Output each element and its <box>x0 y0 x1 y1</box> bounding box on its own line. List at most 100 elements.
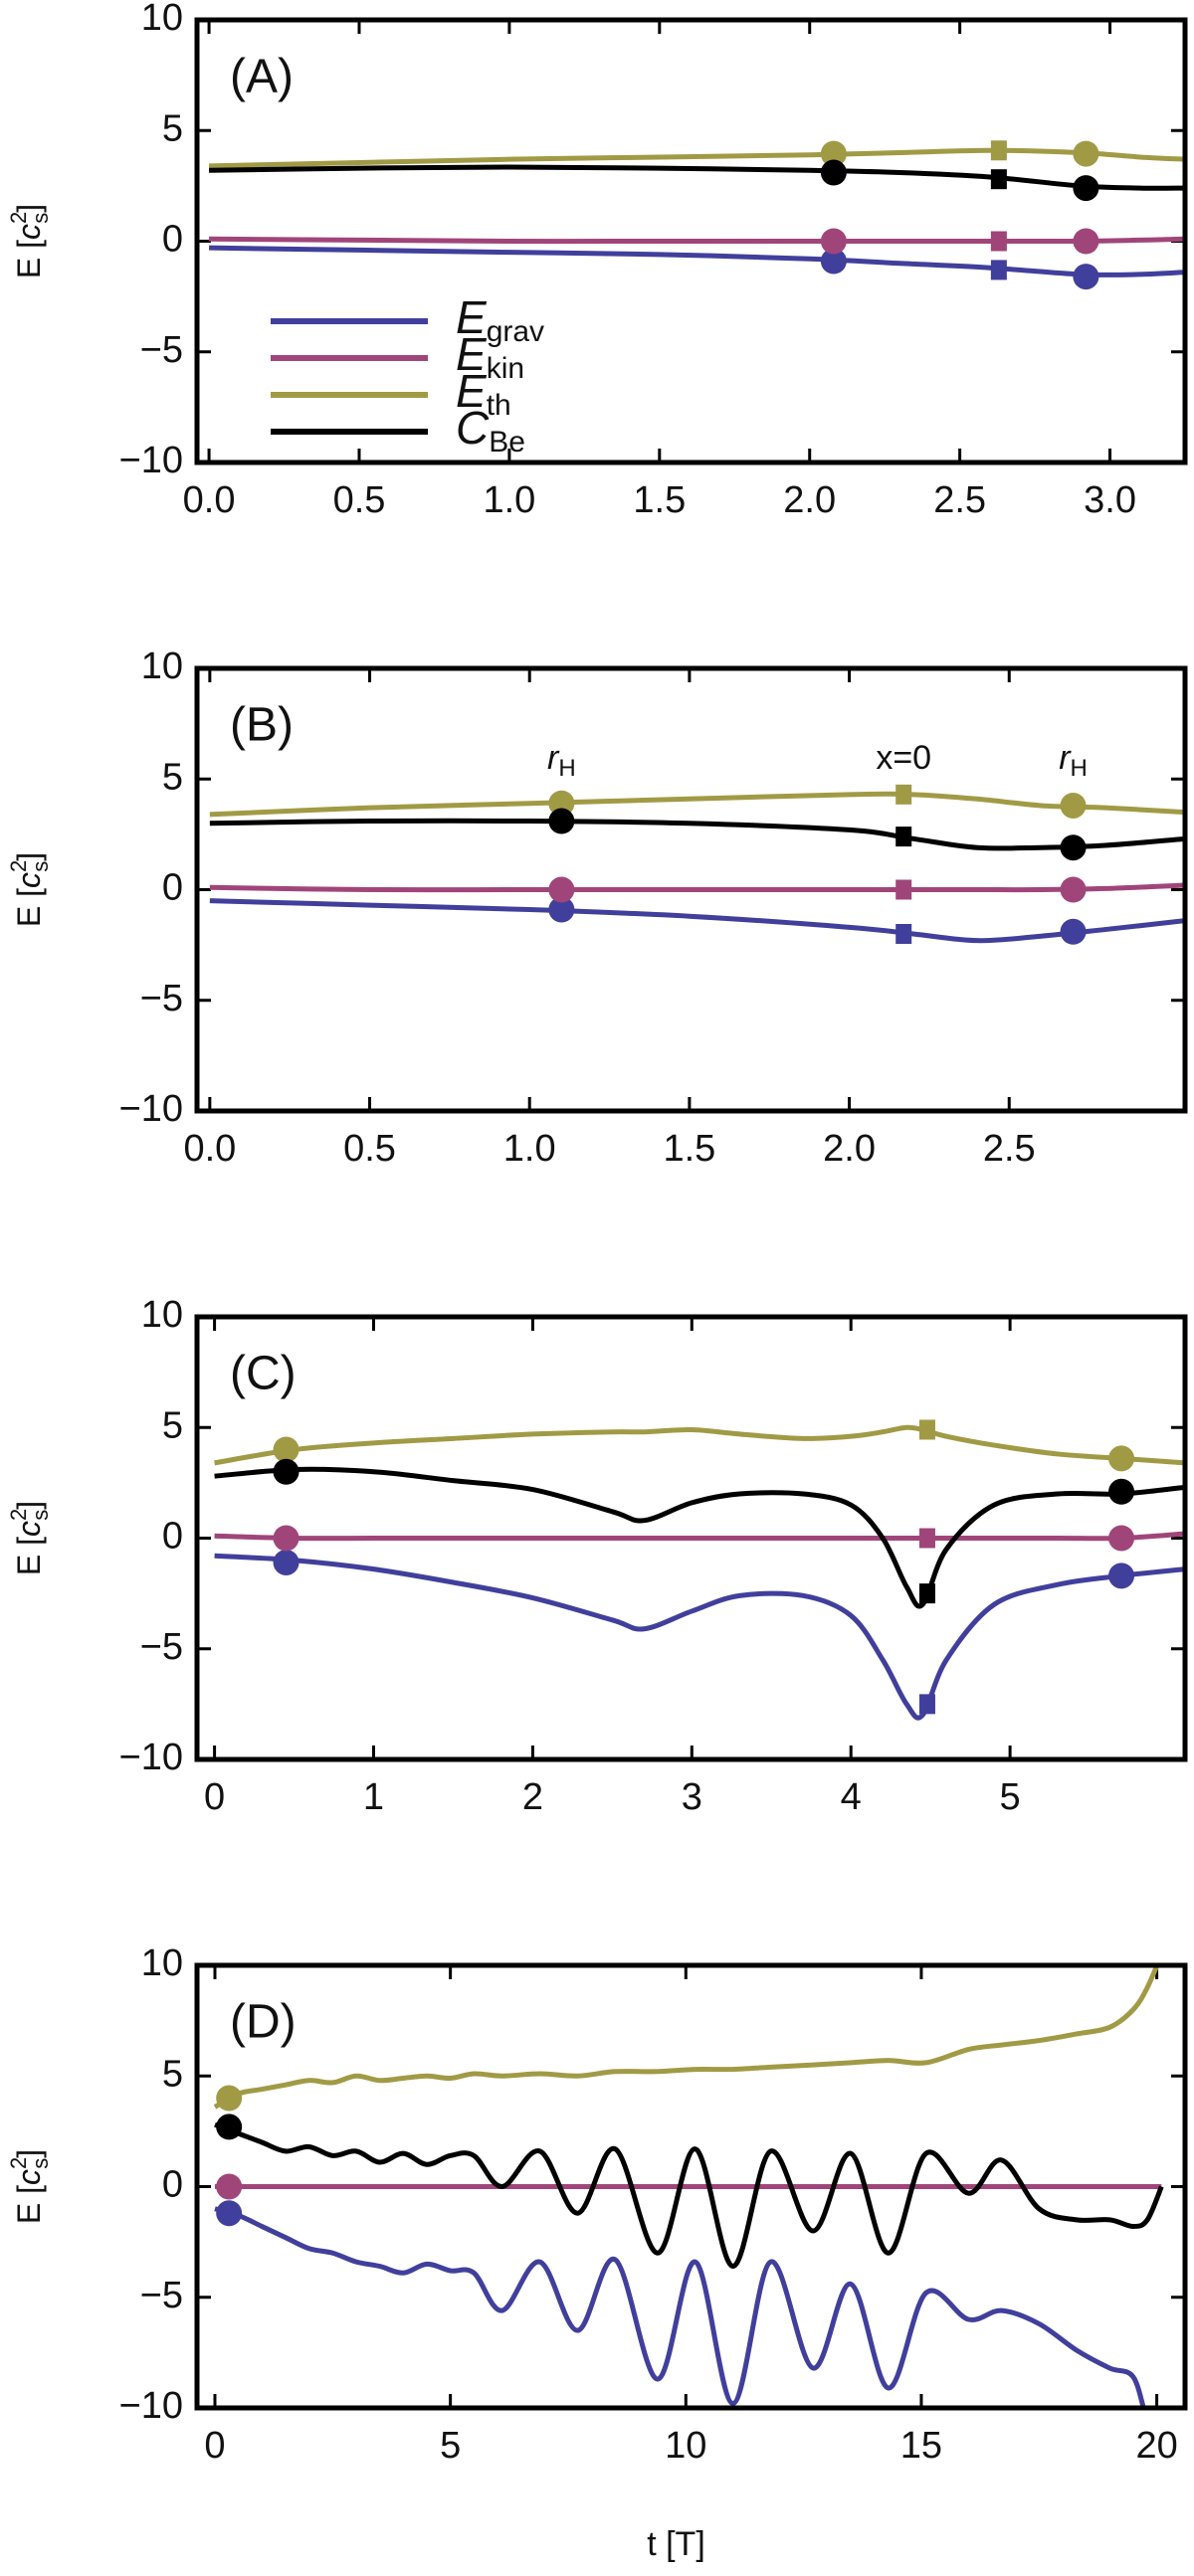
square-marker <box>918 1583 935 1604</box>
legend-entry: Eth <box>456 365 511 422</box>
y-label-part: E [ <box>11 2185 47 2224</box>
y-tick-label: 10 <box>141 0 183 39</box>
y-tick-label: −5 <box>140 978 183 1019</box>
x-tick-label: 1.0 <box>503 1128 556 1170</box>
y-label-part: E [ <box>11 1537 47 1575</box>
y-label-part: c <box>11 2169 47 2185</box>
circle-marker <box>273 1436 299 1463</box>
series-line <box>209 147 1185 169</box>
square-marker <box>896 784 912 805</box>
x-tick-label: 2 <box>522 1776 543 1818</box>
y-label-part: s <box>28 2158 53 2169</box>
series-line <box>214 1424 1185 1466</box>
circle-marker <box>1060 876 1087 903</box>
y-tick-label: 5 <box>162 107 183 149</box>
circle-marker <box>820 248 847 275</box>
y-tick-label: −5 <box>140 2275 183 2316</box>
annotation-sub: H <box>1071 755 1088 782</box>
x-axis-label: t [T] <box>647 2525 705 2563</box>
circle-marker <box>273 1525 299 1552</box>
frame <box>194 1314 1188 1762</box>
x-tick-label: 0.0 <box>183 1128 236 1170</box>
y-tick-label: 5 <box>162 2053 183 2095</box>
x-tick-label: 1.5 <box>663 1128 715 1170</box>
square-marker <box>896 879 912 900</box>
legend-sub: Be <box>489 426 525 459</box>
series-line <box>209 818 1185 851</box>
frame <box>194 665 1188 1114</box>
circle-marker <box>1060 918 1087 945</box>
circle-marker <box>548 808 575 834</box>
series-line <box>213 1965 1160 2110</box>
y-label-part: s <box>28 213 53 224</box>
y-label-part: E [ <box>11 240 47 278</box>
series-line <box>209 791 1185 818</box>
y-tick-label: 0 <box>162 2164 183 2206</box>
circle-marker <box>548 876 575 903</box>
y-label-part: c <box>11 872 47 888</box>
circle-marker <box>216 2200 243 2227</box>
plot-area <box>213 1965 1164 2408</box>
panel-label: (A) <box>230 51 294 103</box>
series-line <box>209 898 1185 944</box>
annotation-text: x=0 <box>876 739 931 777</box>
legend-name: E <box>456 291 488 343</box>
y-tick-label: 5 <box>162 1404 183 1446</box>
panel-label: (D) <box>230 1996 297 2049</box>
circle-marker <box>216 2085 243 2112</box>
circle-marker <box>1073 140 1099 167</box>
legend-sub: th <box>487 389 511 422</box>
circle-marker <box>1108 1563 1135 1589</box>
series-line <box>209 245 1185 277</box>
y-tick-label: 0 <box>162 867 183 909</box>
x-tick-label: 1.0 <box>483 479 535 521</box>
y-tick-label: 0 <box>162 1516 183 1558</box>
circle-marker <box>1060 792 1087 819</box>
y-axis-label: E [c2s] <box>6 2149 53 2224</box>
square-marker <box>918 1694 935 1715</box>
series-line <box>209 236 1185 245</box>
annotation: rH <box>1059 739 1088 782</box>
circle-marker <box>548 896 575 923</box>
legend-sub: grav <box>487 315 544 348</box>
panel: −10 −5 0 5 10 0 5 10 15 20 (D) E [c2s] t [T] <box>6 1942 1188 2563</box>
circle-marker <box>273 1549 299 1575</box>
panel: −10 −5 0 5 10 0.0 0.5 1.0 1.5 2.0 2.5 3.0 (A) E [c2s]… <box>6 0 1188 521</box>
circle-marker <box>1060 834 1087 861</box>
y-label-part: ] <box>11 204 47 213</box>
series-line <box>214 1531 1185 1542</box>
y-tick-label: 10 <box>141 645 183 687</box>
y-label-part: c <box>11 224 47 240</box>
panel-label: (C) <box>230 1348 297 1400</box>
y-axis-label: E [c2s] <box>6 1501 53 1575</box>
series-line <box>214 1466 1185 1609</box>
y-tick-label: 10 <box>141 1942 183 1984</box>
x-tick-label: 10 <box>665 2425 706 2467</box>
annotation-text: r <box>1059 739 1072 777</box>
panel-label: (B) <box>230 699 294 752</box>
y-label-part: ] <box>11 2149 47 2158</box>
x-tick-label: 5 <box>1000 1776 1021 1818</box>
x-tick-label: 2.5 <box>933 479 986 521</box>
x-tick-label: 1 <box>363 1776 384 1818</box>
circle-marker <box>1073 264 1099 290</box>
y-tick-label: 0 <box>162 219 183 261</box>
y-tick-label: −10 <box>119 440 183 481</box>
plot-area <box>214 1424 1185 1721</box>
square-marker <box>990 140 1007 161</box>
series-line <box>214 1553 1185 1721</box>
series-line <box>209 882 1185 893</box>
y-axis-label: E [c2s] <box>6 204 53 278</box>
annotation-text: r <box>547 739 560 777</box>
x-tick-label: 1.5 <box>633 479 686 521</box>
circle-marker <box>1108 1478 1135 1505</box>
circle-marker <box>820 140 847 167</box>
y-tick-label: −10 <box>119 1088 183 1130</box>
square-marker <box>896 827 912 847</box>
square-marker <box>990 260 1007 280</box>
circle-marker <box>1073 228 1099 255</box>
frame <box>194 17 1188 465</box>
circle-marker <box>1108 1445 1135 1472</box>
